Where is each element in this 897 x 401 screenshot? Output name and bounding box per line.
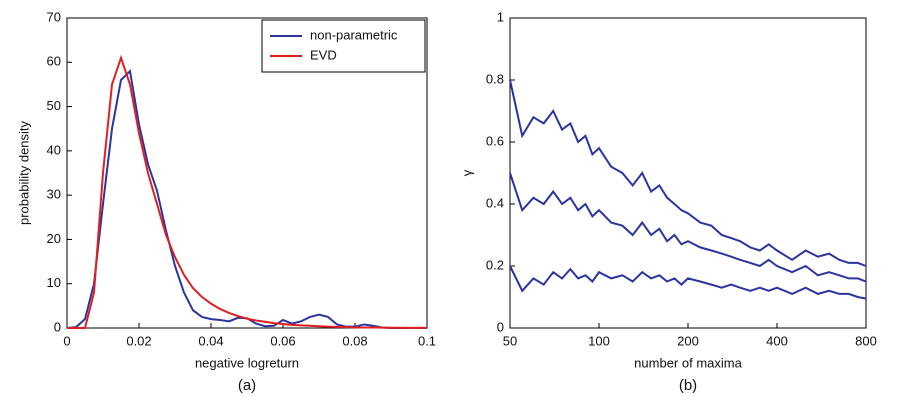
series-line (509, 172, 867, 283)
x-tick-label: 0.08 (342, 333, 367, 348)
caption: (a) (238, 377, 256, 394)
y-tick-label: 0 (54, 319, 61, 334)
x-tick-label: 0.02 (126, 333, 151, 348)
y-axis-label: probability density (16, 120, 31, 225)
y-tick-label: 0.8 (486, 71, 504, 86)
x-tick-label: 0.06 (270, 333, 295, 348)
y-tick-label: 0.4 (486, 195, 504, 210)
y-tick-label: 40 (47, 142, 61, 157)
x-tick-label: 0.04 (198, 333, 223, 348)
series-line (509, 265, 867, 300)
y-tick-label: 0 (497, 319, 504, 334)
legend-box (261, 19, 426, 73)
legend-label: non-parametric (310, 27, 398, 42)
y-tick-label: 10 (47, 275, 61, 290)
legend-label: EVD (310, 47, 337, 62)
plot-frame (509, 17, 867, 329)
x-axis-label: negative logreturn (195, 355, 299, 370)
y-tick-label: 50 (47, 98, 61, 113)
series-line (509, 79, 867, 267)
y-tick-label: 1 (497, 9, 504, 24)
x-tick-label: 50 (503, 333, 517, 348)
y-tick-label: 0.2 (486, 257, 504, 272)
y-axis-label: γ (459, 169, 474, 176)
y-tick-label: 30 (47, 187, 61, 202)
series-line (67, 54, 428, 329)
series-line (66, 69, 427, 329)
x-axis-label: number of maxima (634, 355, 742, 370)
x-tick-label: 0.1 (418, 333, 436, 348)
x-tick-label: 800 (855, 333, 877, 348)
x-tick-label: 400 (766, 333, 788, 348)
y-tick-label: 70 (47, 9, 61, 24)
y-tick-label: 20 (47, 231, 61, 246)
x-tick-label: 0 (63, 333, 70, 348)
x-tick-label: 100 (588, 333, 610, 348)
y-tick-label: 0.6 (486, 133, 504, 148)
y-tick-label: 60 (47, 54, 61, 69)
x-tick-label: 200 (677, 333, 699, 348)
caption: (b) (679, 377, 697, 394)
plot-frame (66, 17, 428, 329)
